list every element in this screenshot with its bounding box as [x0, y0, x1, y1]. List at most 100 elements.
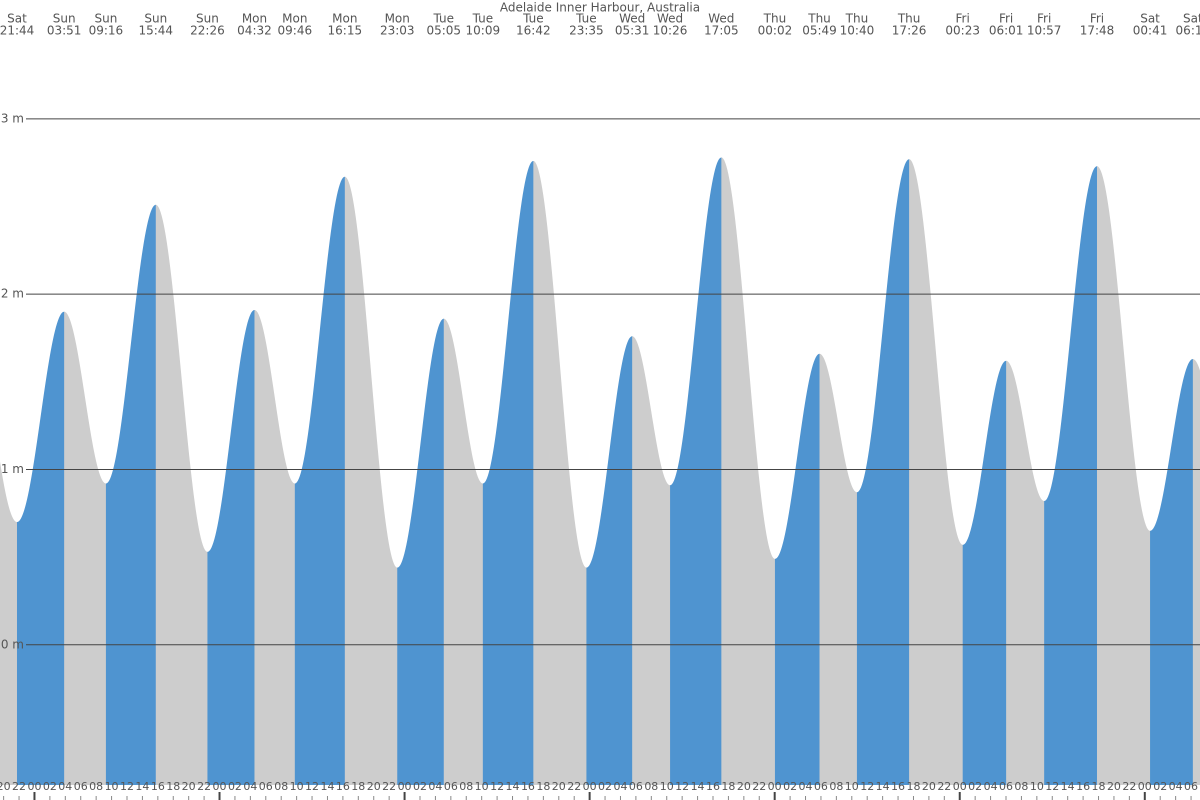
- tide-area: [819, 353, 858, 785]
- event-day: Sat: [1183, 12, 1200, 26]
- x-tick-label: 16: [151, 780, 165, 793]
- x-tick-label: 08: [89, 780, 103, 793]
- event-day: Mon: [282, 12, 307, 26]
- x-tick-label: 10: [660, 780, 674, 793]
- tide-area: [586, 336, 633, 785]
- x-tick-label: 04: [984, 780, 998, 793]
- x-tick-label: 16: [1076, 780, 1090, 793]
- event-time: 23:03: [380, 24, 415, 38]
- event-time: 09:46: [278, 24, 313, 38]
- x-tick-label: 10: [475, 780, 489, 793]
- tide-area: [1096, 166, 1151, 785]
- event-time: 06:14: [1176, 24, 1200, 38]
- x-tick-label: 00: [583, 780, 597, 793]
- x-tick-label: 18: [906, 780, 920, 793]
- x-tick-label: 20: [0, 780, 11, 793]
- tide-area: [533, 160, 587, 785]
- tide-area: [670, 157, 722, 785]
- x-tick-label: 22: [1122, 780, 1136, 793]
- x-tick-label: 20: [737, 780, 751, 793]
- tide-area: [632, 336, 671, 785]
- tide-area: [254, 309, 296, 785]
- x-tick-label: 22: [567, 780, 581, 793]
- x-tick-label: 00: [768, 780, 782, 793]
- x-tick-label: 02: [413, 780, 427, 793]
- x-tick-label: 20: [182, 780, 196, 793]
- tide-area: [294, 176, 346, 786]
- x-tick-label: 16: [706, 780, 720, 793]
- x-tick-label: 22: [197, 780, 211, 793]
- event-time: 17:05: [704, 24, 739, 38]
- tide-area: [774, 353, 820, 785]
- y-tick-label: 3 m: [1, 111, 24, 125]
- event-day: Sun: [144, 12, 167, 26]
- x-tick-label: 00: [953, 780, 967, 793]
- event-time: 16:15: [328, 24, 363, 38]
- event-time: 15:44: [138, 24, 173, 38]
- x-tick-label: 14: [1061, 780, 1075, 793]
- tide-area: [397, 318, 445, 785]
- x-tick-label: 04: [243, 780, 257, 793]
- tide-area: [482, 160, 534, 785]
- event-time: 05:49: [802, 24, 837, 38]
- x-tick-label: 00: [213, 780, 227, 793]
- tide-area: [962, 360, 1007, 785]
- x-tick-label: 02: [783, 780, 797, 793]
- event-day: Mon: [242, 12, 267, 26]
- x-tick-label: 04: [613, 780, 627, 793]
- event-time: 21:44: [0, 24, 34, 38]
- event-day: Tue: [522, 12, 544, 26]
- event-time: 10:09: [466, 24, 501, 38]
- tide-area: [207, 309, 255, 785]
- x-tick-label: 16: [891, 780, 905, 793]
- x-tick-label: 18: [536, 780, 550, 793]
- x-tick-label: 12: [675, 780, 689, 793]
- y-tick-label: 1 m: [1, 462, 24, 476]
- x-tick-label: 00: [1138, 780, 1152, 793]
- event-time: 05:05: [426, 24, 461, 38]
- event-time: 09:16: [89, 24, 124, 38]
- chart-title: Adelaide Inner Harbour, Australia: [500, 1, 700, 15]
- event-day: Sat: [1140, 12, 1160, 26]
- event-day: Wed: [708, 12, 734, 26]
- event-day: Sun: [53, 12, 76, 26]
- event-day: Thu: [845, 12, 869, 26]
- event-day: Thu: [763, 12, 787, 26]
- y-tick-label: 0 m: [1, 637, 24, 651]
- tide-area: [856, 159, 910, 786]
- tide-area: [344, 176, 398, 785]
- tide-area: [0, 461, 17, 785]
- event-time: 10:26: [653, 24, 688, 38]
- event-day: Thu: [897, 12, 921, 26]
- tide-area: [155, 204, 208, 785]
- event-time: 10:40: [840, 24, 875, 38]
- event-day: Mon: [332, 12, 357, 26]
- x-tick-label: 22: [937, 780, 951, 793]
- event-day: Mon: [385, 12, 410, 26]
- x-tick-label: 02: [1153, 780, 1167, 793]
- x-tick-label: 18: [351, 780, 365, 793]
- x-tick-label: 06: [1184, 780, 1198, 793]
- event-time: 05:31: [615, 24, 650, 38]
- x-tick-label: 02: [228, 780, 242, 793]
- x-tick-label: 10: [105, 780, 119, 793]
- x-tick-label: 18: [721, 780, 735, 793]
- x-tick-label: 06: [814, 780, 828, 793]
- tide-area: [721, 157, 776, 786]
- tide-area: [1150, 359, 1194, 785]
- tide-area: [1044, 166, 1098, 785]
- event-time: 00:02: [758, 24, 793, 38]
- event-time: 22:26: [190, 24, 225, 38]
- x-tick-label: 16: [336, 780, 350, 793]
- event-day: Fri: [956, 12, 970, 26]
- x-tick-label: 14: [506, 780, 520, 793]
- x-tick-label: 02: [43, 780, 57, 793]
- x-tick-label: 04: [428, 780, 442, 793]
- event-time: 16:42: [516, 24, 551, 38]
- x-tick-label: 12: [1045, 780, 1059, 793]
- tide-area: [105, 204, 157, 786]
- tide-area: [1192, 359, 1200, 785]
- event-time: 04:32: [237, 24, 272, 38]
- event-day: Fri: [999, 12, 1013, 26]
